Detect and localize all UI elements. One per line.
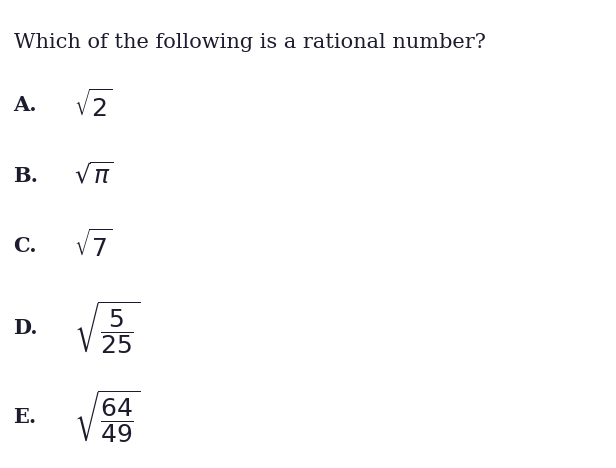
Text: $\sqrt{7}$: $\sqrt{7}$	[74, 229, 113, 262]
Text: Which of the following is a rational number?: Which of the following is a rational num…	[14, 33, 485, 52]
Text: D.: D.	[14, 318, 38, 337]
Text: A.: A.	[14, 95, 37, 115]
Text: $\sqrt{2}$: $\sqrt{2}$	[74, 89, 113, 122]
Text: B.: B.	[14, 166, 39, 185]
Text: $\sqrt{\pi}$: $\sqrt{\pi}$	[74, 162, 113, 189]
Text: E.: E.	[14, 407, 37, 426]
Text: $\sqrt{\dfrac{64}{49}}$: $\sqrt{\dfrac{64}{49}}$	[74, 388, 140, 445]
Text: C.: C.	[14, 236, 37, 256]
Text: $\sqrt{\dfrac{5}{25}}$: $\sqrt{\dfrac{5}{25}}$	[74, 300, 140, 356]
